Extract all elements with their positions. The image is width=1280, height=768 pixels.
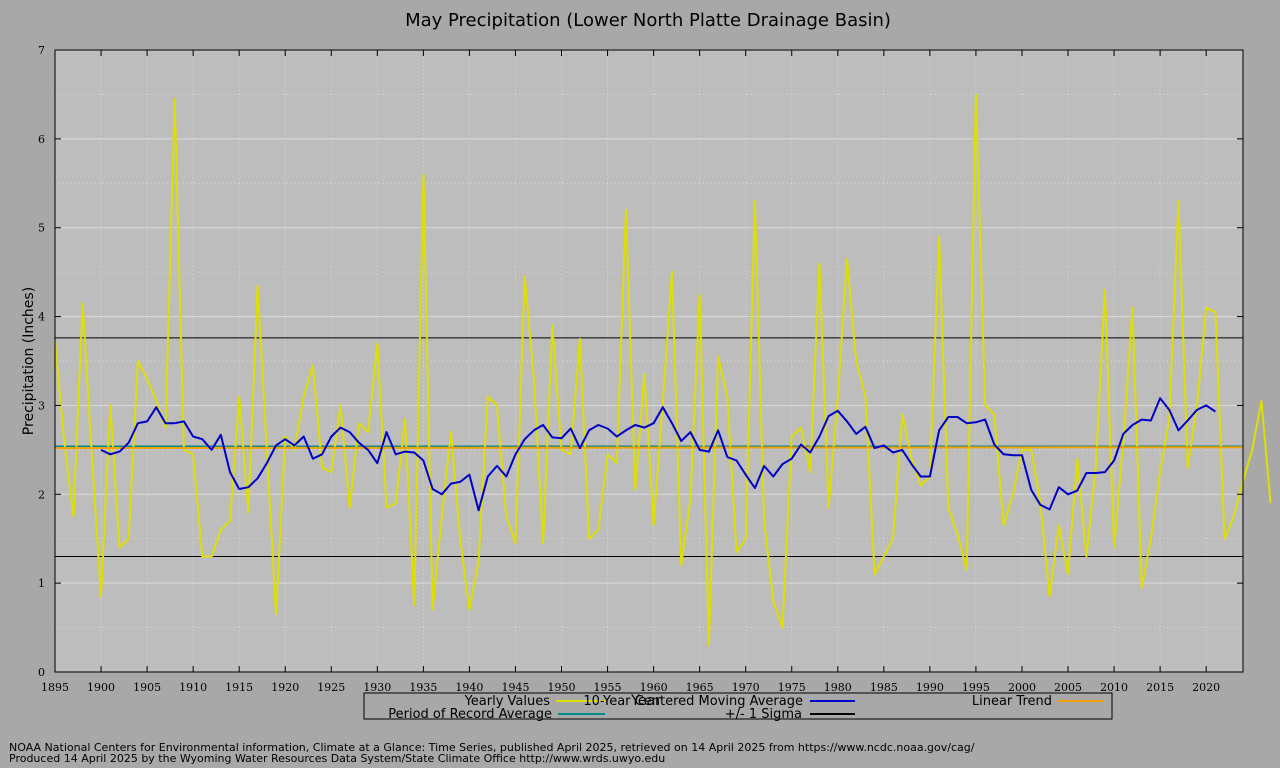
x-tick-label: 1910 [179, 681, 207, 694]
y-tick-label: 4 [38, 311, 45, 324]
y-tick-label: 1 [38, 577, 45, 590]
x-axis-label: Year [630, 693, 661, 709]
x-tick-label: 1995 [962, 681, 990, 694]
x-tick-label: 1960 [640, 681, 668, 694]
x-tick-label: 1935 [409, 681, 437, 694]
x-tick-label: 1975 [778, 681, 806, 694]
x-tick-label: 1905 [133, 681, 161, 694]
y-tick-label: 5 [38, 222, 45, 235]
footer-producer: Produced 14 April 2025 by the Wyoming Wa… [9, 752, 666, 765]
chart-title: May Precipitation (Lower North Platte Dr… [405, 10, 891, 31]
legend-label: Yearly Values [464, 694, 551, 709]
x-tick-label: 2010 [1100, 681, 1128, 694]
x-tick-label: 1915 [225, 681, 253, 694]
x-tick-label: 1895 [41, 681, 69, 694]
series-lines [54, 93, 1272, 647]
x-tick-label: 1955 [594, 681, 622, 694]
x-tick-label: 2015 [1146, 681, 1174, 694]
x-tick-label: 1920 [271, 681, 299, 694]
x-tick-label: 1990 [916, 681, 944, 694]
x-tick-label: 1945 [501, 681, 529, 694]
y-tick-label: 7 [38, 44, 45, 57]
x-tick-label: 2005 [1054, 681, 1082, 694]
x-tick-label: 1925 [317, 681, 345, 694]
moving-average-line [100, 397, 1216, 512]
x-tick-label: 1985 [870, 681, 898, 694]
plot-area [55, 50, 1243, 672]
x-tick-label: 1980 [824, 681, 852, 694]
x-tick-label: 1950 [548, 681, 576, 694]
legend-box [363, 692, 1113, 720]
x-tick-label: 1930 [363, 681, 391, 694]
legend-label: +/- 1 Sigma [725, 707, 802, 722]
legend-label: 10-Year Centered Moving Average [583, 694, 803, 709]
plot-border [54, 49, 1244, 673]
y-tick-label: 3 [38, 399, 45, 412]
x-tick-label: 1900 [87, 681, 115, 694]
x-tick-label: 1940 [455, 681, 483, 694]
footer-source: NOAA National Centers for Environmental … [9, 741, 975, 754]
linear-trend-line [54, 446, 1244, 450]
x-tick-label: 1970 [732, 681, 760, 694]
y-tick-label: 2 [38, 488, 45, 501]
x-tick-label: 1965 [686, 681, 714, 694]
legend: Yearly Values 10-Year Centered Moving Ave… [363, 692, 1113, 722]
x-tick-label: 2000 [1008, 681, 1036, 694]
x-tick-label: 2020 [1192, 681, 1220, 694]
yearly-values-line [54, 93, 1272, 647]
y-tick-label: 0 [38, 666, 45, 679]
legend-label: Period of Record Average [388, 707, 552, 722]
legend-label: Linear Trend [972, 694, 1052, 709]
y-axis-label: Precipitation (Inches) [21, 287, 37, 435]
axis-ticks: 0 1 2 3 4 5 6 7 1895 1900 1905 1910 1915 1920 1925 1930… [38, 44, 1243, 694]
y-tick-label: 6 [38, 133, 45, 146]
